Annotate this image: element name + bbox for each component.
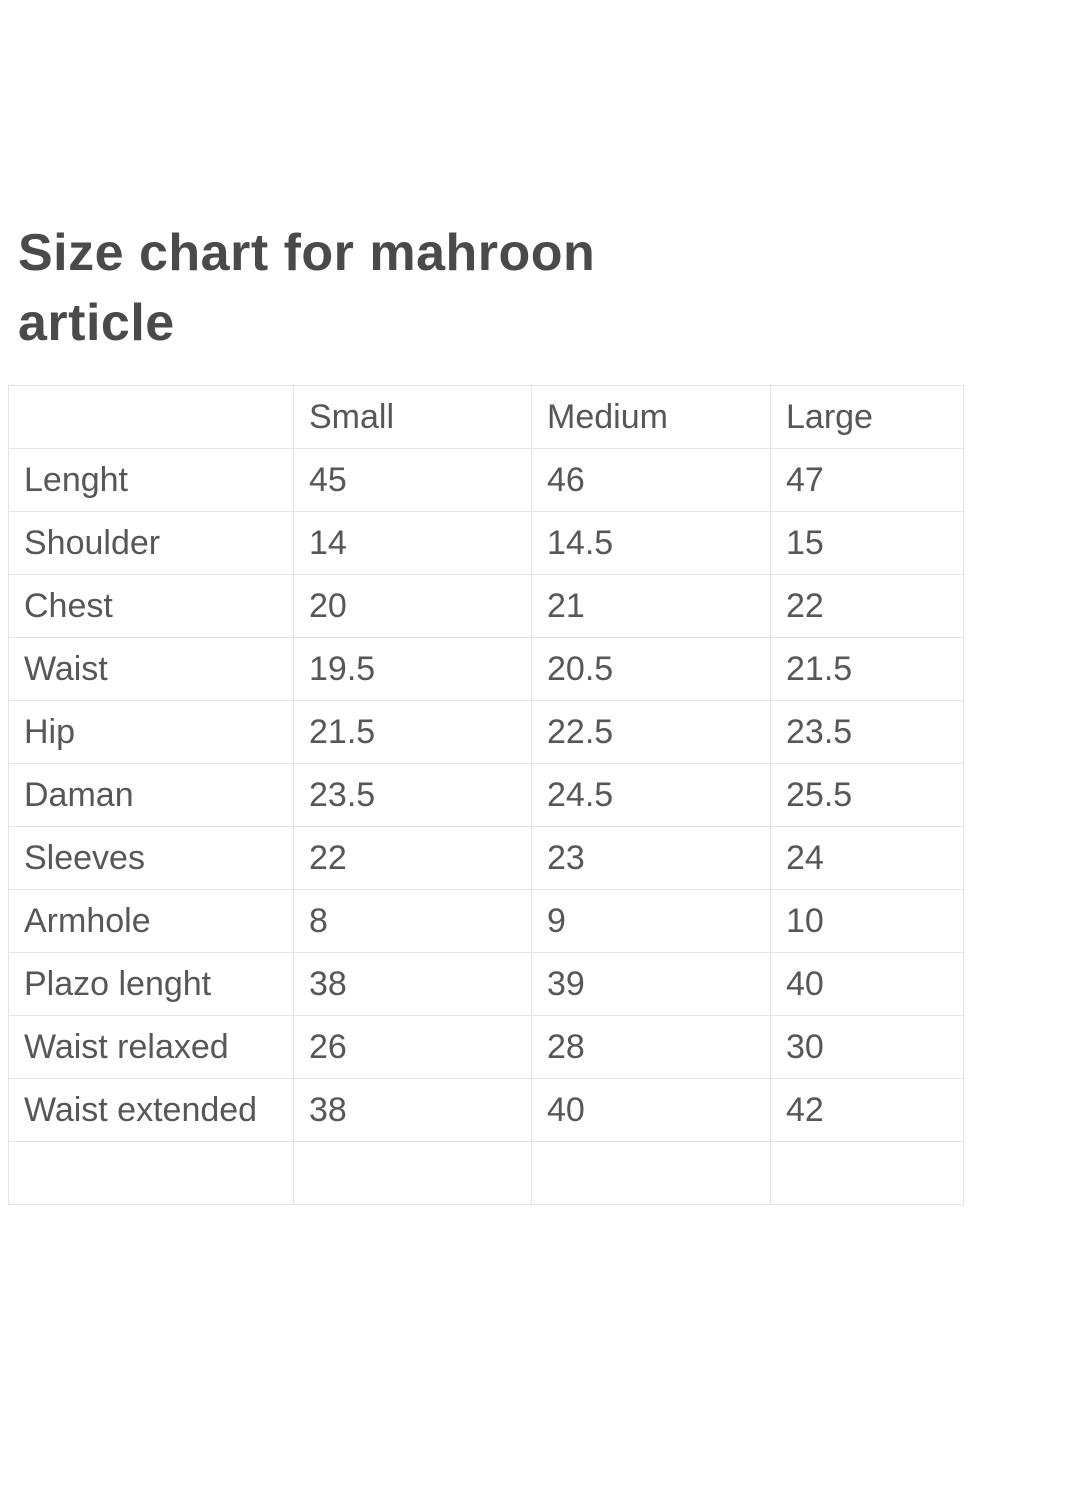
row-label: Waist relaxed	[8, 1015, 294, 1079]
table-row-lenght: Lenght 45 46 47	[8, 448, 964, 512]
table-row-chest: Chest 20 21 22	[8, 574, 964, 638]
cell-value: 47	[770, 448, 964, 512]
cell-value: 21.5	[293, 700, 532, 764]
row-label: Daman	[8, 763, 294, 827]
cell-value: 22.5	[531, 700, 771, 764]
cell-value: 15	[770, 511, 964, 575]
cell-value: 40	[770, 952, 964, 1016]
cell-value: 24.5	[531, 763, 771, 827]
page-title-line2: article	[18, 294, 175, 352]
cell-value: 38	[293, 952, 532, 1016]
cell-value: 38	[293, 1078, 532, 1142]
column-header-large: Large	[770, 385, 964, 449]
cell-value: 20.5	[531, 637, 771, 701]
row-label: Waist extended	[8, 1078, 294, 1142]
cell-value: 28	[531, 1015, 771, 1079]
row-label: Armhole	[8, 889, 294, 953]
empty-cell	[8, 1141, 294, 1205]
cell-value: 26	[293, 1015, 532, 1079]
cell-value: 8	[293, 889, 532, 953]
table-row-shoulder: Shoulder 14 14.5 15	[8, 511, 964, 575]
row-label: Lenght	[8, 448, 294, 512]
table-row-waist-relaxed: Waist relaxed 26 28 30	[8, 1015, 964, 1079]
page-title-line1: Size chart for mahroon	[18, 224, 596, 282]
table-row-waist: Waist 19.5 20.5 21.5	[8, 637, 964, 701]
row-label: Chest	[8, 574, 294, 638]
table-row-hip: Hip 21.5 22.5 23.5	[8, 700, 964, 764]
row-label: Sleeves	[8, 826, 294, 890]
cell-value: 23.5	[293, 763, 532, 827]
cell-value: 23.5	[770, 700, 964, 764]
cell-value: 23	[531, 826, 771, 890]
table-row-armhole: Armhole 8 9 10	[8, 889, 964, 953]
table-row-waist-extended: Waist extended 38 40 42	[8, 1078, 964, 1142]
cell-value: 22	[770, 574, 964, 638]
empty-cell	[293, 1141, 532, 1205]
table-row-sleeves: Sleeves 22 23 24	[8, 826, 964, 890]
empty-cell	[531, 1141, 771, 1205]
cell-value: 24	[770, 826, 964, 890]
column-header-medium: Medium	[531, 385, 771, 449]
table-header-row: Small Medium Large	[8, 385, 964, 449]
cell-value: 14.5	[531, 511, 771, 575]
cell-value: 30	[770, 1015, 964, 1079]
cell-value: 42	[770, 1078, 964, 1142]
column-header-small: Small	[293, 385, 532, 449]
size-chart-table: Small Medium Large Lenght 45 46 47 Shoul…	[8, 385, 964, 1205]
table-row-daman: Daman 23.5 24.5 25.5	[8, 763, 964, 827]
cell-value: 40	[531, 1078, 771, 1142]
cell-value: 39	[531, 952, 771, 1016]
empty-cell	[770, 1141, 964, 1205]
row-label: Shoulder	[8, 511, 294, 575]
cell-value: 9	[531, 889, 771, 953]
cell-value: 10	[770, 889, 964, 953]
cell-value: 14	[293, 511, 532, 575]
cell-value: 22	[293, 826, 532, 890]
cell-value: 25.5	[770, 763, 964, 827]
row-label: Waist	[8, 637, 294, 701]
row-label: Hip	[8, 700, 294, 764]
cell-value: 21.5	[770, 637, 964, 701]
row-label: Plazo lenght	[8, 952, 294, 1016]
cell-value: 21	[531, 574, 771, 638]
cell-value: 19.5	[293, 637, 532, 701]
table-row-empty	[8, 1141, 964, 1205]
column-header-blank	[8, 385, 294, 449]
page-title: Size chart for mahroon article	[18, 218, 595, 358]
cell-value: 46	[531, 448, 771, 512]
cell-value: 45	[293, 448, 532, 512]
cell-value: 20	[293, 574, 532, 638]
table-row-plazo-lenght: Plazo lenght 38 39 40	[8, 952, 964, 1016]
